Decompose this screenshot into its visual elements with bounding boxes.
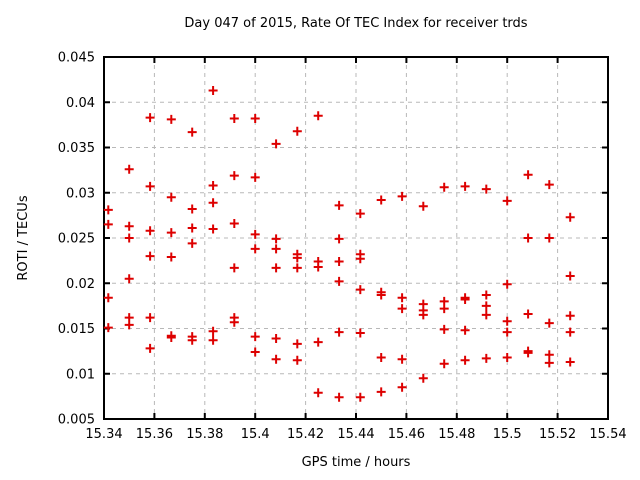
y-tick-label: 0.02: [66, 277, 95, 292]
x-tick-label: 15.34: [85, 427, 122, 442]
x-tick-label: 15.52: [539, 427, 576, 442]
chart-title: Day 047 of 2015, Rate Of TEC Index for r…: [184, 16, 528, 31]
x-tick-label: 15.46: [388, 427, 425, 442]
y-tick-label: 0.035: [58, 141, 95, 156]
y-tick-label: 0.04: [66, 96, 95, 111]
y-tick-label: 0.015: [58, 322, 95, 337]
y-tick-label: 0.01: [66, 367, 95, 382]
y-tick-label: 0.005: [58, 413, 95, 428]
x-tick-label: 15.4: [241, 427, 270, 442]
y-tick-label: 0.025: [58, 232, 95, 247]
data-points-series: [103, 86, 575, 402]
x-axis-label: GPS time / hours: [301, 455, 411, 470]
y-tick-label: 0.03: [66, 186, 95, 201]
x-tick-label: 15.42: [287, 427, 324, 442]
x-tick-label: 15.38: [186, 427, 223, 442]
x-tick-label: 15.48: [438, 427, 475, 442]
x-tick-label: 15.54: [589, 427, 626, 442]
y-tick-label: 0.045: [58, 51, 95, 66]
x-tick-label: 15.44: [337, 427, 374, 442]
x-tick-label: 15.36: [136, 427, 173, 442]
x-tick-label: 15.5: [493, 427, 522, 442]
